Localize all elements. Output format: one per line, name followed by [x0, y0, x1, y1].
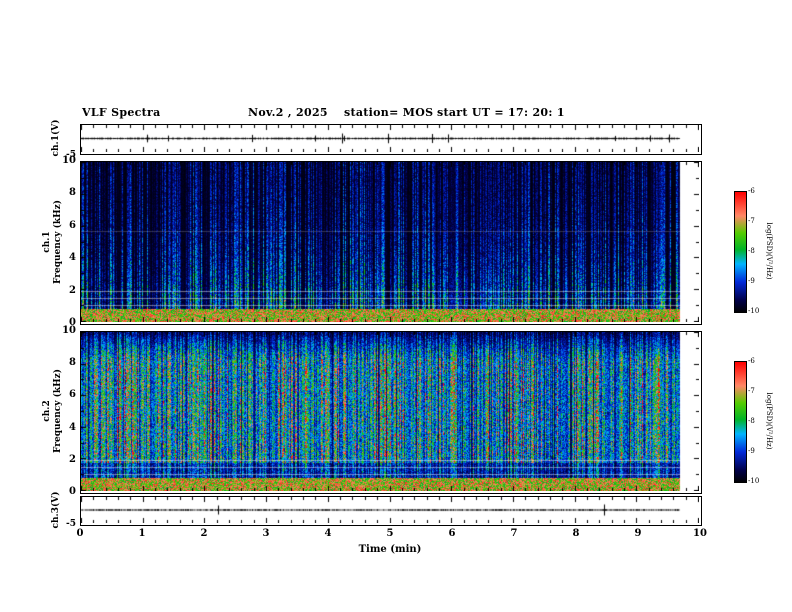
ch1-spectrogram-canvas	[81, 162, 699, 322]
colorbar-ch1	[734, 191, 747, 313]
y-tick-label: 2	[69, 453, 76, 465]
colorbar-tick-label: -10	[748, 477, 760, 485]
colorbar-tick-label: -8	[748, 417, 755, 425]
colorbar-ch1-label: log(PSD)(V²/Hz)	[765, 222, 773, 280]
ch2-spec-ylabel-frequency: Frequency (kHz)	[53, 368, 63, 454]
colorbar-tick-label: -6	[748, 357, 755, 365]
plot-title: VLF Spectra	[82, 106, 161, 119]
x-tick-label: 9	[634, 528, 642, 539]
y-tick-label: 6	[69, 219, 76, 231]
colorbar-tick-label: -8	[748, 247, 755, 255]
ch1-voltage-panel	[80, 124, 702, 155]
date-label: Nov.2 , 2025	[248, 106, 328, 119]
y-tick-label: 4	[69, 252, 76, 264]
ch1-spec-ylabel-channel: ch.1	[42, 231, 52, 253]
colorbar-ch2	[734, 361, 747, 483]
ch1-spec-ylabel-frequency: Frequency (kHz)	[53, 199, 63, 285]
ch3-voltage-panel	[80, 496, 702, 526]
colorbar-tick-label: -7	[748, 387, 755, 395]
x-tick-label: 2	[200, 528, 208, 539]
y-tick-label: 10	[62, 325, 76, 336]
ch2-spectrogram-panel	[80, 331, 702, 494]
station-label: station= MOS	[344, 106, 434, 119]
ch1-voltage-waveform-canvas	[81, 125, 699, 152]
x-tick-label: 0	[76, 528, 84, 539]
start-ut-label: start UT = 17: 20: 1	[437, 106, 565, 119]
colorbar-tick-label: -6	[748, 187, 755, 195]
x-tick-label: 7	[510, 528, 518, 539]
colorbar-tick-label: -9	[748, 447, 755, 455]
y-tick-label: 4	[69, 421, 76, 433]
ch3-voltage-waveform-canvas	[81, 497, 699, 523]
colorbar-tick-label: -7	[748, 217, 755, 225]
x-tick-label: 1	[138, 528, 146, 539]
x-tick-label: 8	[572, 528, 580, 539]
x-tick-label: 10	[693, 528, 707, 539]
colorbar-ch2-label: log(PSD)(V²/Hz)	[765, 392, 773, 450]
ch2-spec-ylabel-channel: ch.2	[42, 400, 52, 422]
x-tick-label: 4	[324, 528, 332, 539]
y-tick-label: 8	[69, 357, 76, 369]
ch1-voltage-ymin-label: -5	[66, 150, 76, 160]
x-tick-label: 6	[448, 528, 456, 539]
y-tick-label: 8	[69, 187, 76, 199]
y-tick-label: 0	[69, 317, 76, 328]
colorbar-tick-label: -9	[748, 277, 755, 285]
y-tick-label: 2	[69, 284, 76, 296]
y-tick-label: 6	[69, 389, 76, 401]
ch2-spectrogram-canvas	[81, 332, 699, 491]
x-tick-label: 5	[386, 528, 394, 539]
x-tick-label: 3	[262, 528, 270, 539]
ch1-spectrogram-panel	[80, 161, 702, 325]
ch3-voltage-ymin-label: -5	[66, 519, 76, 529]
x-axis-title: Time (min)	[358, 544, 422, 555]
colorbar-tick-label: -10	[748, 307, 760, 315]
y-tick-label: 10	[62, 155, 76, 166]
y-tick-label: 0	[69, 486, 76, 497]
